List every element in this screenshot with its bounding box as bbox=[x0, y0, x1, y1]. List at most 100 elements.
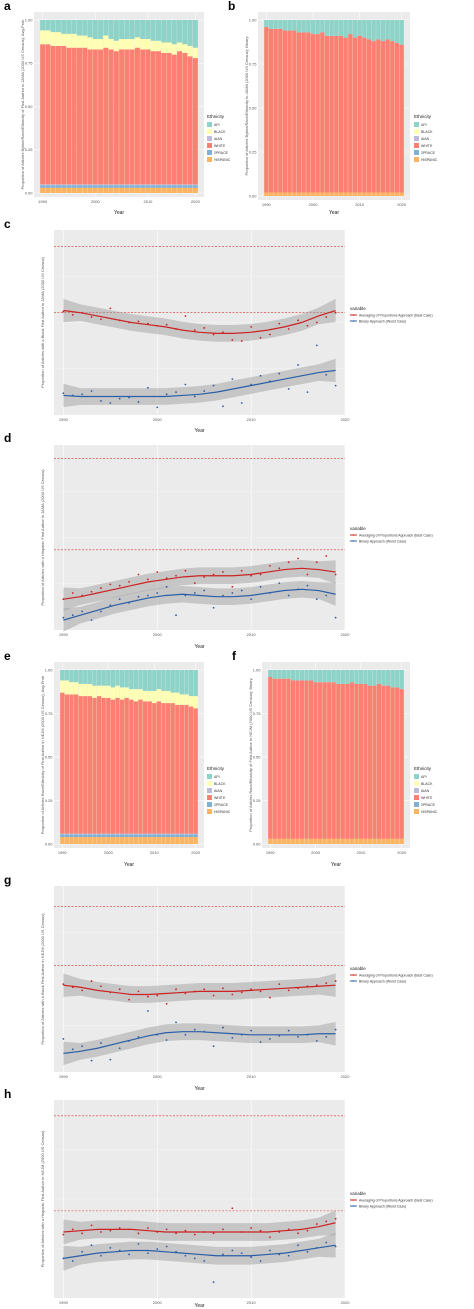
data-point bbox=[137, 1242, 140, 1245]
bar-white-1992 bbox=[69, 694, 74, 834]
bar-api-2005 bbox=[336, 670, 341, 684]
bar-api-2013 bbox=[371, 20, 376, 42]
bar-hispanic-2017 bbox=[390, 838, 395, 844]
data-point bbox=[278, 1253, 281, 1256]
data-point bbox=[62, 392, 65, 395]
bar-hispanic-2018 bbox=[188, 837, 194, 844]
bar-api-1991 bbox=[272, 670, 277, 679]
data-point bbox=[137, 595, 140, 598]
bar-aian-1997 bbox=[92, 833, 97, 835]
bar-black-2011 bbox=[156, 689, 162, 702]
bar-white-1998 bbox=[82, 47, 88, 185]
bar-api-1993 bbox=[278, 20, 283, 29]
bar-hispanic-2016 bbox=[177, 187, 183, 193]
x-axis-label: Year bbox=[114, 210, 124, 216]
y-tick-label: 0.25 bbox=[253, 798, 262, 803]
bar-black-1999 bbox=[101, 685, 106, 698]
bar-2prace-2009 bbox=[147, 834, 152, 838]
x-tick-label: 1990 bbox=[266, 850, 276, 855]
bar-aian-2007 bbox=[138, 833, 143, 835]
bar-white-2019 bbox=[192, 58, 198, 185]
bar-hispanic-2015 bbox=[380, 192, 386, 196]
bar-api-2006 bbox=[340, 670, 345, 684]
legend-label-aian: AIAN bbox=[214, 137, 223, 141]
bar-white-2018 bbox=[395, 687, 400, 839]
bar-hispanic-1992 bbox=[273, 192, 278, 196]
y-tick-label: 0.25 bbox=[45, 798, 54, 803]
bar-hispanic-2003 bbox=[324, 192, 330, 196]
legend-label-white: WHITE bbox=[421, 144, 433, 148]
bar-white-1995 bbox=[66, 47, 72, 185]
bar-black-2019 bbox=[192, 47, 198, 59]
bar-white-2013 bbox=[161, 52, 167, 185]
data-point bbox=[146, 578, 149, 581]
data-point bbox=[222, 1228, 224, 1231]
bar-api-2018 bbox=[395, 670, 400, 688]
data-point bbox=[212, 606, 215, 609]
bar-api-2017 bbox=[182, 20, 188, 45]
bar-2prace-2002 bbox=[103, 185, 109, 188]
data-point bbox=[259, 585, 262, 588]
data-point bbox=[240, 340, 243, 342]
bar-api-2010 bbox=[357, 20, 362, 36]
bar-white-2006 bbox=[338, 35, 344, 193]
bar-2prace-2014 bbox=[170, 834, 175, 838]
data-point bbox=[165, 393, 168, 396]
bar-white-2017 bbox=[390, 41, 395, 193]
bar-api-2008 bbox=[134, 20, 140, 38]
data-point bbox=[81, 1045, 84, 1048]
bar-api-1996 bbox=[295, 670, 300, 681]
data-point bbox=[81, 311, 84, 314]
bar-hispanic-2003 bbox=[327, 838, 332, 844]
bar-2prace-2018 bbox=[188, 834, 194, 838]
bar-white-2019 bbox=[193, 708, 198, 834]
bar-2prace-2006 bbox=[124, 185, 130, 188]
data-point bbox=[165, 323, 168, 326]
legend-label-2prace: 2PRACE bbox=[421, 803, 436, 807]
data-point bbox=[269, 1038, 271, 1040]
bar-hispanic-2010 bbox=[152, 837, 157, 844]
confidence-band bbox=[63, 1022, 336, 1066]
bar-api-1995 bbox=[66, 20, 72, 34]
bar-api-2018 bbox=[394, 20, 400, 43]
bar-black-1992 bbox=[50, 32, 56, 46]
data-point bbox=[315, 598, 318, 601]
data-point bbox=[212, 1045, 215, 1048]
data-point bbox=[156, 571, 159, 573]
bar-white-2008 bbox=[348, 34, 353, 193]
data-point bbox=[128, 1040, 130, 1042]
bar-api-1995 bbox=[287, 20, 292, 31]
bar-black-1997 bbox=[92, 685, 97, 698]
legend-point bbox=[352, 1199, 355, 1201]
data-point bbox=[90, 316, 93, 318]
data-point bbox=[81, 1250, 84, 1253]
legend-title: Ethnicity bbox=[207, 114, 225, 119]
bar-white-2012 bbox=[367, 685, 373, 839]
data-point bbox=[175, 1232, 177, 1235]
bar-hispanic-2014 bbox=[376, 838, 382, 844]
data-point bbox=[165, 1039, 168, 1041]
bar-white-2011 bbox=[363, 683, 368, 839]
data-point bbox=[240, 569, 243, 572]
bar-aian-2002 bbox=[103, 184, 109, 186]
bar-white-1991 bbox=[45, 44, 51, 185]
data-point bbox=[175, 614, 177, 617]
data-point bbox=[184, 383, 187, 386]
bar-hispanic-1993 bbox=[73, 837, 79, 844]
data-point bbox=[250, 1227, 253, 1229]
y-tick-label: 0.50 bbox=[249, 105, 258, 110]
data-point bbox=[306, 1033, 309, 1036]
bar-black-1990 bbox=[40, 30, 46, 45]
bar-aian-2015 bbox=[175, 833, 180, 835]
bar-black-1999 bbox=[87, 37, 93, 50]
legend-label: Binary Approach (Worst Case) bbox=[359, 539, 406, 543]
bar-aian-2010 bbox=[152, 833, 157, 835]
bar-hispanic-2014 bbox=[376, 192, 381, 196]
data-point bbox=[165, 1245, 168, 1248]
bar-hispanic-2009 bbox=[354, 838, 359, 844]
bar-2prace-2014 bbox=[166, 185, 172, 188]
bar-hispanic-2000 bbox=[106, 837, 111, 844]
bar-api-2003 bbox=[327, 670, 332, 683]
bar-hispanic-2008 bbox=[348, 192, 353, 196]
bar-white-1990 bbox=[268, 676, 273, 839]
